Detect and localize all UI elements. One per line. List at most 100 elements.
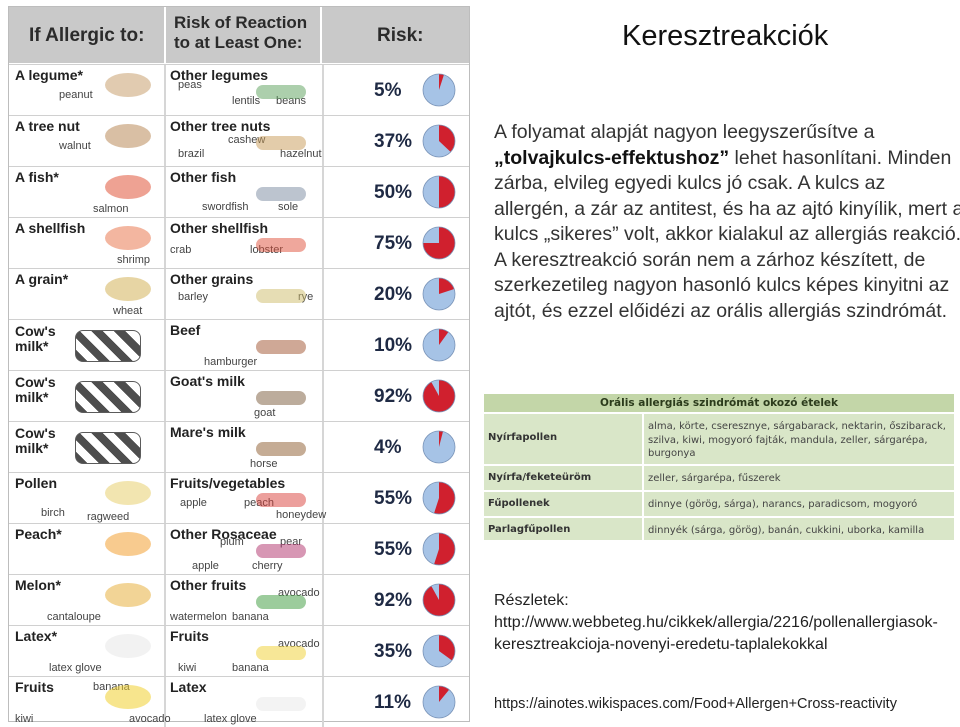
risk-cell: 5% [322, 65, 469, 115]
allergen-illustration [105, 634, 151, 658]
risk-percent: 50% [374, 182, 413, 203]
oral-table-key: Nyírfa/feketeüröm [488, 472, 592, 483]
risk-percent: 75% [374, 233, 413, 254]
reaction-sub-label: honeydew [276, 509, 327, 521]
pie-risk-slice [422, 380, 455, 412]
allergen-cell: A grain* wheat [9, 269, 166, 319]
reaction-label: Other shellfish [170, 220, 269, 236]
reaction-sub-label: cherry [252, 560, 283, 572]
allergen-cell: Peach* [9, 524, 166, 574]
allergen-label: Cow's milk* [15, 374, 56, 405]
risk-percent: 10% [374, 335, 413, 356]
reaction-sub-label: plum [220, 536, 244, 548]
reaction-label: Fruits [170, 628, 209, 644]
allergen-illustration [105, 73, 151, 97]
oral-table-value: zeller, sárgarépa, fűszerek [648, 473, 781, 484]
allergen-label: Latex* [15, 628, 58, 644]
reaction-cell: Other Rosaceae plum pear apple cherry [164, 524, 324, 574]
risk-pie [422, 481, 456, 515]
risk-cell: 75% [322, 218, 469, 268]
reaction-sub-label: sole [278, 201, 299, 213]
risk-cell: 10% [322, 320, 469, 370]
allergen-illustration [105, 277, 151, 301]
allergen-cell: A tree nut walnut [9, 116, 166, 166]
allergen-illustration [75, 330, 141, 362]
reaction-label: Other fruits [170, 577, 247, 593]
risk-pie [422, 379, 456, 413]
reaction-label: Latex [170, 679, 207, 695]
risk-percent: 5% [374, 80, 402, 101]
allergen-sub-label: ragweed [87, 511, 130, 523]
reaction-label: Mare's milk [170, 424, 246, 440]
paragraph-part-1: A folyamat alapját nagyon leegyszerűsítv… [494, 121, 875, 143]
reaction-sub-label: peas [178, 79, 202, 91]
risk-pie [422, 73, 456, 107]
allergen-sub-label: walnut [59, 140, 91, 152]
reaction-sub-label: swordfish [202, 201, 249, 213]
reaction-sub-label: barley [178, 291, 208, 303]
reaction-cell: Fruits avocado kiwi banana [164, 626, 324, 676]
allergen-label: Pollen [15, 475, 58, 491]
reaction-illustration [256, 289, 306, 303]
chart-row: A fish* salmon Other fish swordfish sole 50% [9, 166, 469, 217]
pie-risk-slice [434, 533, 455, 565]
reaction-cell: Latex latex glove [164, 677, 324, 727]
pie-risk-slice [422, 584, 455, 616]
risk-pie [422, 634, 456, 668]
reaction-sub-label: hamburger [204, 356, 258, 368]
oral-table-title: Orális allergiás szindrómát okozó ételek [484, 394, 954, 412]
header-risk-of-reaction: Risk of Reaction to at Least One: [164, 7, 322, 63]
reaction-label: Other grains [170, 271, 254, 287]
allergen-sub-label: salmon [93, 203, 129, 215]
allergen-cell: A shellfish shrimp [9, 218, 166, 268]
header-allergic-to: If Allergic to: [9, 7, 164, 63]
pie-risk-slice [439, 431, 443, 447]
oral-table-row: Nyírfa/feketeüröm zeller, sárgarépa, fűs… [484, 464, 954, 490]
allergen-sub-label: birch [41, 507, 65, 519]
allergen-cell: Melon* cantaloupe [9, 575, 166, 625]
pie-risk-slice [439, 176, 455, 208]
reaction-label: Other fish [170, 169, 237, 185]
allergen-label: Fruits [15, 679, 54, 695]
allergen-sub-label: kiwi [15, 713, 34, 725]
reaction-sub-label: goat [254, 407, 276, 419]
risk-percent: 92% [374, 590, 413, 611]
reaction-sub-label: horse [250, 458, 278, 470]
risk-percent: 20% [374, 284, 413, 305]
reaction-illustration [256, 85, 306, 99]
allergen-sub-label: latex glove [49, 662, 102, 674]
reaction-sub-label: hazelnut [280, 148, 322, 160]
reaction-sub-label: brazil [178, 148, 205, 160]
oral-allergy-table: Orális allergiás szindrómát okozó ételek… [484, 394, 954, 542]
risk-pie [422, 226, 456, 260]
oral-table-key: Nyírfapollen [488, 432, 558, 443]
source-link-webbeteg[interactable]: Részletek: http://www.webbeteg.hu/cikkek… [494, 592, 938, 653]
chart-row: Pollen birch ragweed Fruits/vegetables apple… [9, 472, 469, 523]
source-link-ainotes[interactable]: https://ainotes.wikispaces.com/Food+Alle… [494, 696, 897, 712]
allergen-label: A tree nut [15, 118, 80, 134]
risk-cell: 11% [322, 677, 469, 727]
chart-row: Cow's milk* Beef hamburger 10% [9, 319, 469, 370]
allergen-cell: Fruits banana kiwi avocado [9, 677, 171, 727]
reaction-sub-label: apple [192, 560, 219, 572]
reaction-cell: Beef hamburger [164, 320, 324, 370]
reaction-sub-label: kiwi [178, 662, 197, 674]
risk-cell: 55% [322, 524, 469, 574]
oral-table-row: Nyírfapollen alma, körte, cseresznye, sá… [484, 412, 954, 464]
allergen-illustration [105, 175, 151, 199]
risk-cell: 50% [322, 167, 469, 217]
chart-row: Peach* Other Rosaceae plum pear apple cherry 5… [9, 523, 469, 574]
reaction-cell: Fruits/vegetablesapplepeachhoneydew [164, 473, 327, 523]
allergen-label: Cow's milk* [15, 425, 56, 456]
risk-pie [422, 124, 456, 158]
reaction-cell: Other tree nuts brazil cashew hazelnut [164, 116, 324, 166]
risk-percent: 55% [374, 539, 413, 560]
risk-pie [422, 175, 456, 209]
pie-risk-slice [439, 329, 449, 345]
header-risk-line1: Risk of Reaction [174, 13, 308, 32]
allergen-label: A fish* [15, 169, 59, 185]
reaction-sub-label: latex glove [204, 713, 257, 725]
reaction-label: Beef [170, 322, 201, 338]
reaction-illustration [256, 442, 306, 456]
